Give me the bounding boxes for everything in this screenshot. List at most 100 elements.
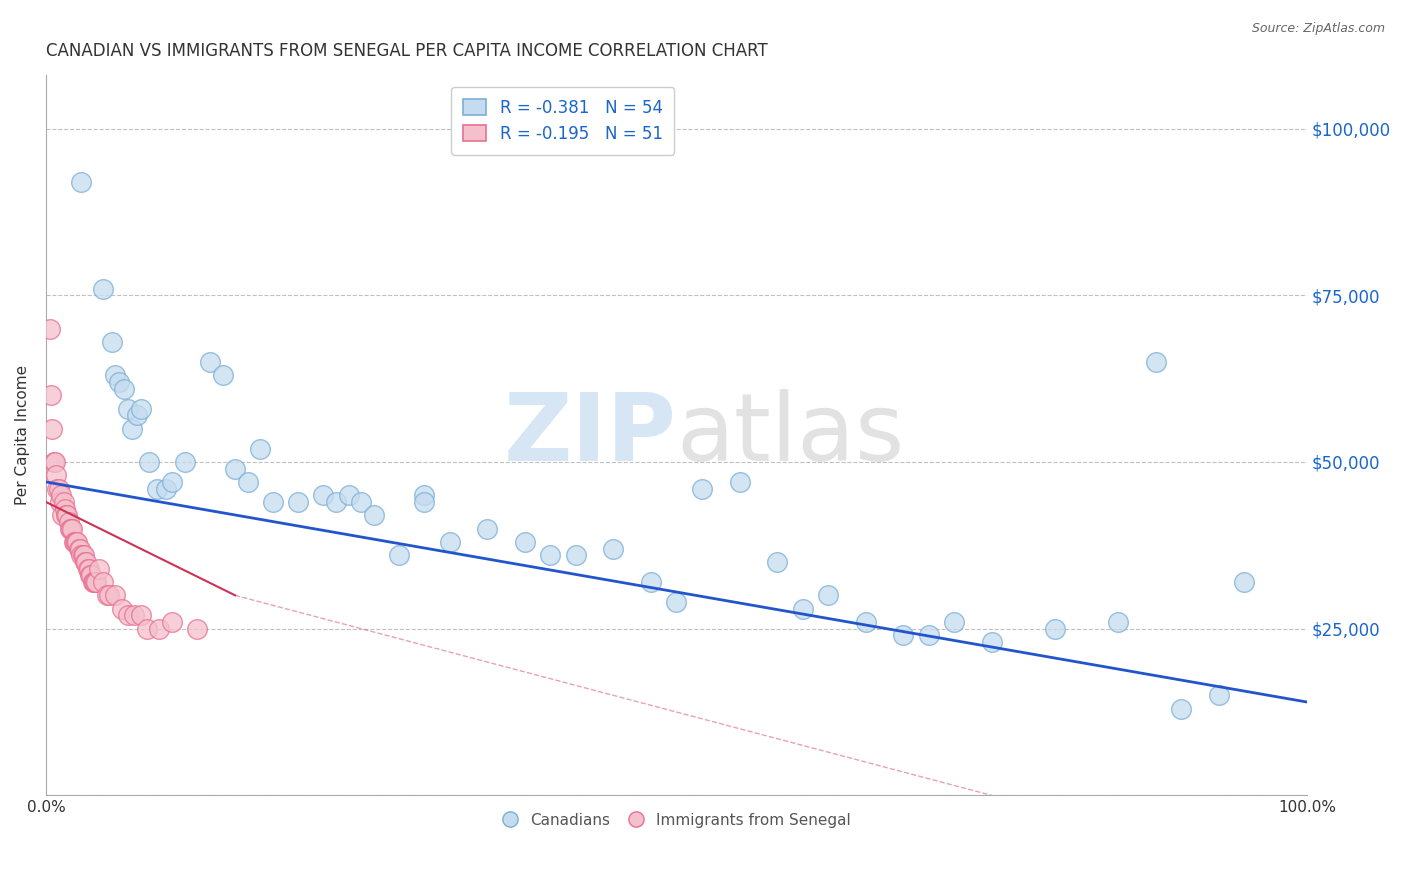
Point (53, 501, 76, 516)
Point (792, 601, 814, 615)
Point (65, 535, 87, 549)
Point (70, 549, 93, 563)
Point (980, 635, 1002, 649)
Point (146, 482, 169, 496)
Point (39, 388, 62, 402)
Point (855, 615, 877, 629)
Point (515, 535, 537, 549)
Point (138, 455, 160, 469)
Point (1170, 702, 1192, 716)
Point (728, 475, 751, 489)
Legend: Canadians, Immigrants from Senegal: Canadians, Immigrants from Senegal (496, 807, 856, 835)
Point (75, 555, 97, 569)
Point (55, 508, 77, 523)
Point (186, 622, 208, 636)
Point (249, 442, 271, 456)
Point (62, 522, 84, 536)
Point (49, 488, 72, 502)
Point (287, 495, 309, 509)
Point (41, 422, 63, 436)
Point (42, 455, 65, 469)
Point (477, 522, 499, 536)
Point (66, 535, 89, 549)
Point (1144, 355, 1167, 369)
Point (893, 628, 915, 642)
Point (117, 608, 139, 623)
Point (1233, 574, 1256, 589)
Point (91, 574, 114, 589)
Text: atlas: atlas (676, 389, 904, 482)
Text: ZIP: ZIP (503, 389, 676, 482)
Point (602, 541, 624, 556)
Point (122, 608, 145, 623)
Point (766, 555, 789, 569)
Point (62, 535, 84, 549)
Point (236, 475, 259, 489)
Point (79, 568, 101, 582)
Point (80, 568, 103, 582)
Point (160, 615, 183, 629)
Point (817, 588, 839, 602)
Point (111, 601, 134, 615)
Point (538, 549, 561, 563)
Point (38, 321, 60, 335)
Point (160, 475, 183, 489)
Point (198, 355, 221, 369)
Point (224, 461, 246, 475)
Point (69, 541, 91, 556)
Point (1107, 615, 1129, 629)
Point (60, 522, 83, 536)
Text: Source: ZipAtlas.com: Source: ZipAtlas.com (1251, 22, 1385, 36)
Point (73, 549, 96, 563)
Point (49, 495, 72, 509)
Point (63, 535, 86, 549)
Point (413, 488, 436, 502)
Point (100, 334, 122, 349)
Point (350, 495, 373, 509)
Point (82, 574, 104, 589)
Point (564, 549, 586, 563)
Point (155, 482, 177, 496)
Point (439, 535, 461, 549)
Y-axis label: Per Capita Income: Per Capita Income (15, 365, 30, 506)
Point (75, 555, 97, 569)
Point (86, 574, 108, 589)
Point (121, 422, 143, 436)
Point (337, 488, 360, 502)
Point (388, 549, 411, 563)
Point (108, 375, 131, 389)
Point (112, 382, 135, 396)
Point (942, 615, 965, 629)
Point (96, 588, 118, 602)
Point (83, 574, 105, 589)
Point (58, 515, 80, 529)
Point (44, 455, 66, 469)
Point (325, 495, 347, 509)
Point (98, 588, 121, 602)
Point (84, 574, 107, 589)
Point (148, 622, 170, 636)
Point (72, 549, 94, 563)
Point (46, 482, 69, 496)
Point (665, 595, 688, 609)
Point (690, 482, 713, 496)
Point (135, 622, 157, 636)
Point (125, 409, 148, 423)
Point (67, 541, 90, 556)
Point (312, 488, 335, 502)
Point (104, 368, 127, 383)
Point (129, 608, 152, 623)
Text: CANADIAN VS IMMIGRANTS FROM SENEGAL PER CAPITA INCOME CORRELATION CHART: CANADIAN VS IMMIGRANTS FROM SENEGAL PER … (46, 42, 768, 60)
Point (918, 628, 941, 642)
Point (262, 495, 284, 509)
Point (363, 508, 385, 523)
Point (1208, 689, 1230, 703)
Point (52, 495, 75, 509)
Point (117, 401, 139, 416)
Point (59, 522, 82, 536)
Point (87, 562, 110, 576)
Point (104, 588, 127, 602)
Point (51, 508, 73, 523)
Point (77, 562, 100, 576)
Point (211, 368, 233, 383)
